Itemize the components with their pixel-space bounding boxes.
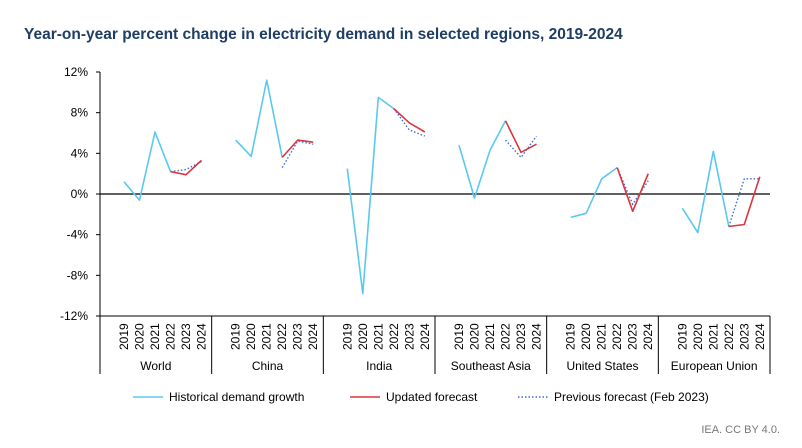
historical-line-3 — [458, 120, 507, 199]
historical-line-2 — [346, 96, 395, 295]
year-label: 2019 — [452, 323, 466, 350]
year-label: 2023 — [514, 323, 528, 350]
year-label: 2019 — [564, 323, 578, 350]
year-label: 2020 — [356, 323, 370, 350]
year-label: 2019 — [340, 323, 354, 350]
year-label: 2021 — [595, 323, 609, 350]
year-label: 2022 — [275, 323, 289, 350]
updated-forecast-line-0 — [170, 159, 203, 176]
group-label: China — [252, 359, 284, 373]
year-label: 2024 — [753, 323, 767, 350]
year-label: 2020 — [133, 323, 147, 350]
year-label: 2022 — [499, 323, 513, 350]
year-label: 2019 — [675, 323, 689, 350]
updated-forecast-line-1 — [281, 139, 314, 158]
year-label: 2019 — [229, 323, 243, 350]
year-label: 2023 — [737, 323, 751, 350]
historical-line-5 — [681, 150, 730, 234]
y-tick-label: -12% — [60, 309, 88, 323]
year-label: 2024 — [195, 323, 209, 350]
year-label: 2020 — [244, 323, 258, 350]
group-label: European Union — [671, 359, 758, 373]
updated-forecast-line-4 — [616, 167, 649, 213]
year-label: 2023 — [179, 323, 193, 350]
historical-line-0 — [123, 131, 172, 201]
year-label: 2019 — [117, 323, 131, 350]
year-label: 2023 — [291, 323, 305, 350]
group-label: Southeast Asia — [451, 359, 531, 373]
group-label: World — [140, 359, 171, 373]
year-label: 2021 — [706, 323, 720, 350]
year-label: 2023 — [402, 323, 416, 350]
year-label: 2020 — [579, 323, 593, 350]
historical-line-1 — [235, 79, 283, 158]
year-label: 2020 — [468, 323, 482, 350]
legend-label-2: Previous forecast (Feb 2023) — [554, 390, 709, 404]
updated-forecast-line-3 — [504, 120, 537, 154]
previous-forecast-line-1 — [281, 140, 314, 168]
year-label: 2022 — [387, 323, 401, 350]
y-tick-label: 8% — [71, 106, 89, 120]
historical-line-4 — [570, 166, 618, 219]
group-label: India — [366, 359, 392, 373]
year-label: 2021 — [483, 323, 497, 350]
year-label: 2024 — [530, 323, 544, 350]
chart-title: Year-on-year percent change in electrici… — [24, 26, 623, 43]
legend-label-1: Updated forecast — [386, 390, 478, 404]
previous-forecast-line-5 — [728, 178, 760, 227]
legend-label-0: Historical demand growth — [169, 390, 304, 404]
year-label: 2021 — [148, 323, 162, 350]
updated-forecast-line-5 — [728, 176, 761, 228]
year-label: 2021 — [260, 323, 274, 350]
updated-forecast-line-2 — [393, 108, 426, 133]
year-label: 2022 — [610, 323, 624, 350]
y-tick-label: 0% — [71, 187, 89, 201]
year-label: 2021 — [371, 323, 385, 350]
legend: Historical demand growth Updated forecast… — [133, 390, 709, 404]
year-label: 2024 — [418, 323, 432, 350]
year-label: 2024 — [306, 323, 320, 350]
year-label: 2024 — [641, 323, 655, 350]
y-tick-label: 4% — [71, 146, 89, 160]
year-label: 2023 — [626, 323, 640, 350]
group-label: United States — [566, 359, 638, 373]
year-label: 2022 — [722, 323, 736, 350]
previous-forecast-line-4 — [616, 167, 649, 206]
axes-layer: 12% 8% 4% 0% -4% -8% -12% — [60, 65, 771, 374]
series-layer — [123, 79, 761, 295]
previous-forecast-line-3 — [504, 135, 538, 159]
year-label: 2022 — [164, 323, 178, 350]
year-label: 2020 — [691, 323, 705, 350]
y-tick-label: -4% — [67, 228, 89, 242]
previous-forecast-line-0 — [170, 160, 202, 173]
y-tick-label: 12% — [64, 65, 88, 79]
y-tick-label: -8% — [67, 268, 89, 282]
credit-text: IEA. CC BY 4.0. — [701, 424, 780, 436]
